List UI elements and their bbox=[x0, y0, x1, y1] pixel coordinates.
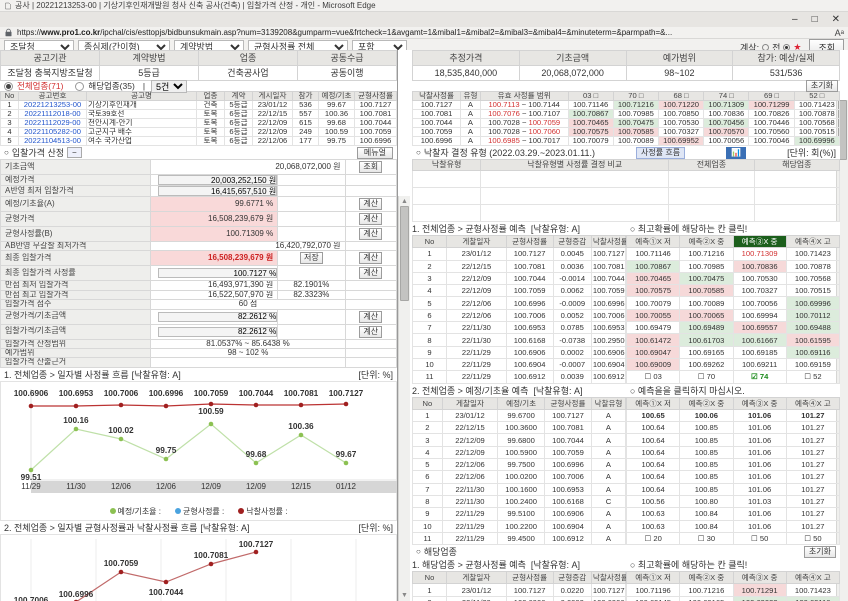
svg-text:100.6996: 100.6996 bbox=[59, 589, 94, 599]
svg-text:100.36: 100.36 bbox=[288, 421, 314, 431]
svg-text:100.7006: 100.7006 bbox=[104, 388, 139, 398]
svg-text:99.51: 99.51 bbox=[21, 472, 42, 482]
svg-text:100.7127: 100.7127 bbox=[239, 539, 274, 549]
svg-text:11/29: 11/29 bbox=[21, 482, 41, 491]
svg-text:12/09: 12/09 bbox=[246, 482, 267, 491]
svg-text:12/15: 12/15 bbox=[291, 482, 312, 491]
svg-text:01/12: 01/12 bbox=[336, 482, 357, 491]
svg-text:100.7059: 100.7059 bbox=[104, 558, 139, 568]
svg-text:100.16: 100.16 bbox=[63, 415, 89, 425]
svg-text:100.59: 100.59 bbox=[198, 406, 224, 416]
svg-text:99.68: 99.68 bbox=[246, 449, 267, 459]
svg-text:100.6953: 100.6953 bbox=[59, 388, 94, 398]
svg-text:100.6996: 100.6996 bbox=[149, 388, 184, 398]
svg-text:100.6906: 100.6906 bbox=[14, 388, 49, 398]
svg-text:100.7081: 100.7081 bbox=[284, 388, 319, 398]
svg-text:99.67: 99.67 bbox=[336, 449, 357, 459]
svg-text:100.7081: 100.7081 bbox=[194, 550, 229, 560]
svg-text:100.7044: 100.7044 bbox=[149, 587, 184, 597]
svg-text:100.7044: 100.7044 bbox=[239, 388, 274, 398]
svg-text:100.7127: 100.7127 bbox=[329, 388, 364, 398]
svg-text:12/06: 12/06 bbox=[156, 482, 177, 491]
svg-text:100.02: 100.02 bbox=[108, 425, 134, 435]
svg-text:100.7059: 100.7059 bbox=[194, 388, 229, 398]
svg-text:12/06: 12/06 bbox=[111, 482, 132, 491]
svg-text:99.75: 99.75 bbox=[156, 445, 177, 455]
svg-text:12/09: 12/09 bbox=[201, 482, 222, 491]
svg-text:11/30: 11/30 bbox=[66, 482, 86, 491]
svg-text:100.7006: 100.7006 bbox=[14, 595, 49, 601]
